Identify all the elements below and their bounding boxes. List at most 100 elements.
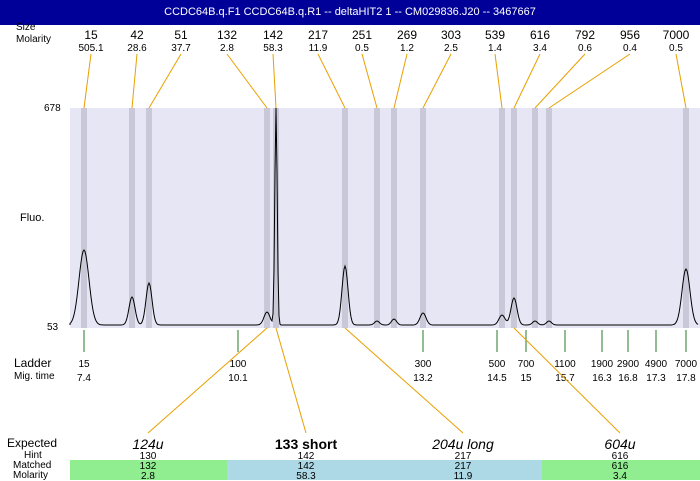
- peak-molarity: 11.9: [309, 43, 328, 54]
- peak-band: [129, 108, 135, 328]
- expected-matched: 217: [455, 461, 472, 472]
- ladder-time: 16.8: [618, 373, 638, 384]
- ladder-time: 17.3: [646, 373, 666, 384]
- expected-matched: 132: [140, 461, 157, 472]
- peak-connector: [393, 53, 408, 109]
- ladder-time: 13.2: [413, 373, 433, 384]
- peak-band: [546, 108, 552, 328]
- peak-size: 217: [308, 28, 328, 42]
- peak-connector: [534, 53, 586, 109]
- expected-hint: 616: [612, 451, 629, 462]
- peak-connector: [148, 53, 182, 109]
- peak-connector: [272, 53, 277, 109]
- expected-molarity: 3.4: [613, 471, 627, 480]
- peak-band: [342, 108, 348, 328]
- ladder-time: 7.4: [77, 373, 91, 384]
- expected-matched: 142: [298, 461, 315, 472]
- ladder-size: 500: [489, 359, 506, 370]
- y-max-label: 678: [44, 103, 61, 114]
- peak-band: [420, 108, 426, 328]
- ladder-size: 300: [415, 359, 432, 370]
- peak-connector: [675, 53, 687, 109]
- expected-band: [70, 460, 227, 480]
- ladder-time: 14.5: [487, 373, 507, 384]
- peak-size: 956: [620, 28, 640, 42]
- peak-size: 303: [441, 28, 461, 42]
- matched-label: Matched: [13, 460, 52, 471]
- expected-molarity: 2.8: [141, 471, 155, 480]
- ladder-size: 4900: [645, 359, 668, 370]
- peak-size: 7000: [663, 28, 690, 42]
- peak-size: 539: [485, 28, 505, 42]
- peak-molarity: 1.4: [488, 43, 502, 54]
- expected-hint: 142: [298, 451, 315, 462]
- peak-molarity: 0.5: [355, 43, 369, 54]
- peak-band: [374, 108, 380, 328]
- peak-band: [273, 108, 279, 328]
- peak-molarity: 0.4: [623, 43, 637, 54]
- peak-connector: [548, 53, 631, 109]
- signal-trace: [69, 107, 699, 326]
- peak-molarity: 28.6: [127, 43, 147, 54]
- peak-size: 142: [263, 28, 283, 42]
- peak-molarity: 58.3: [263, 43, 283, 54]
- expected-band: [542, 460, 700, 480]
- expected-molarity: 11.9: [454, 471, 473, 480]
- peak-size: 792: [575, 28, 595, 42]
- peak-connector: [513, 53, 541, 109]
- peak-connector: [131, 53, 138, 109]
- ladder-time: 16.3: [592, 373, 612, 384]
- peak-connector: [422, 53, 452, 109]
- peak-band: [499, 108, 505, 328]
- peak-size: 616: [530, 28, 550, 42]
- ladder-time: 17.8: [676, 373, 696, 384]
- molarity-bottom-label: Molarity: [13, 470, 49, 481]
- peak-band: [146, 108, 152, 328]
- peak-band: [81, 108, 87, 328]
- hint-label: Hint: [24, 450, 42, 461]
- ladder-time: 10.1: [228, 373, 248, 384]
- expected-hint: 217: [455, 451, 472, 462]
- peak-connector: [317, 53, 346, 109]
- expected-connector: [344, 327, 464, 434]
- peak-molarity: 1.2: [400, 43, 414, 54]
- peak-molarity: 2.8: [220, 43, 234, 54]
- ladder-time: 15: [520, 373, 532, 384]
- peak-molarity: 0.6: [578, 43, 592, 54]
- expected-name: 133 short: [275, 436, 338, 452]
- mig-time-label: Mig. time: [14, 371, 55, 382]
- plot-area: [70, 108, 700, 328]
- peak-size: 42: [130, 28, 144, 42]
- peak-molarity: 2.5: [444, 43, 458, 54]
- peak-band: [683, 108, 689, 328]
- peak-molarity: 3.4: [533, 43, 547, 54]
- ladder-size: 7000: [675, 359, 698, 370]
- peak-band: [391, 108, 397, 328]
- ladder-size: 15: [78, 359, 90, 370]
- peak-band: [511, 108, 517, 328]
- peak-connector: [83, 53, 92, 109]
- peak-size: 269: [397, 28, 417, 42]
- ladder-size: 1900: [591, 359, 614, 370]
- peak-band: [532, 108, 538, 328]
- y-axis-label: Fluo.: [20, 212, 45, 224]
- ladder-size: 1100: [554, 359, 576, 370]
- expected-name: 124u: [132, 436, 163, 452]
- y-min-label: 53: [47, 322, 59, 333]
- expected-label: Expected: [7, 436, 58, 450]
- peak-size: 132: [217, 28, 237, 42]
- ladder-size: 2900: [617, 359, 640, 370]
- peak-molarity: 0.5: [669, 43, 683, 54]
- expected-band: [385, 460, 542, 480]
- ladder-size: 100: [230, 359, 247, 370]
- peak-size-label: Size: [16, 22, 36, 33]
- expected-connector: [513, 327, 621, 434]
- peak-band: [264, 108, 270, 328]
- peak-connector: [494, 53, 503, 109]
- peak-size: 251: [352, 28, 372, 42]
- ladder-size: 700: [518, 359, 535, 370]
- peak-connector: [226, 53, 268, 109]
- peak-molarity: 37.7: [171, 43, 191, 54]
- chart-title: CCDC64B.q.F1 CCDC64B.q.R1 -- deltaHIT2 1…: [0, 0, 700, 25]
